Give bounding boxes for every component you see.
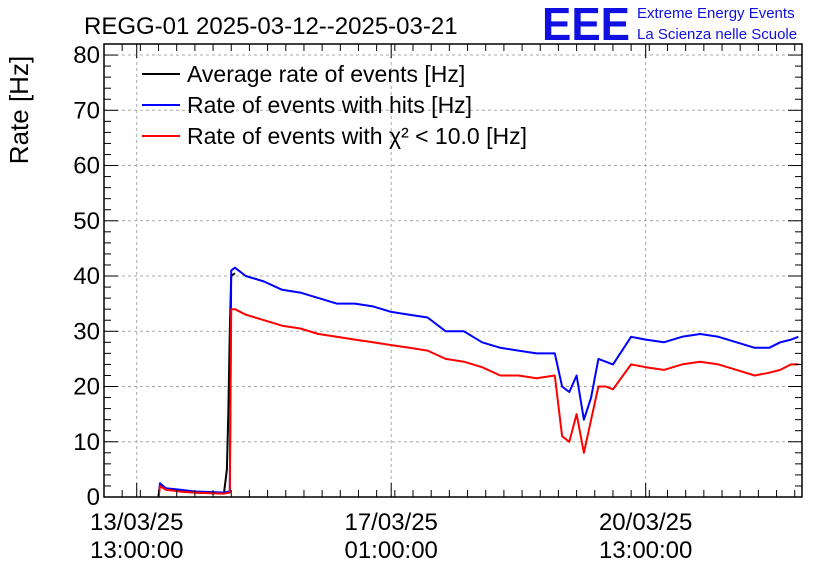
x-tick-label-time: 01:00:00 — [344, 537, 437, 564]
plot-frame — [103, 43, 803, 498]
series-line-2 — [157, 308, 799, 498]
legend-label-2: Rate of events with χ² < 10.0 [Hz] — [187, 123, 527, 149]
legend-label-0: Average rate of events [Hz] — [187, 61, 465, 87]
logo-line1: Extreme Energy Events — [637, 5, 795, 22]
series-line-0 — [157, 272, 236, 498]
chart-title: REGG-01 2025-03-12--2025-03-21 — [84, 13, 458, 40]
x-tick-label-time: 13:00:00 — [599, 537, 692, 564]
grid-lines — [104, 44, 802, 497]
y-tick-label: 10 — [73, 429, 100, 456]
y-tick-label: 0 — [87, 484, 100, 511]
y-tick-label: 30 — [73, 318, 100, 345]
y-tick-label: 50 — [73, 208, 100, 235]
x-tick-label-date: 17/03/25 — [344, 509, 437, 536]
y-tick-label: 20 — [73, 374, 100, 401]
eee-logo: EEE Extreme Energy Events La Scienza nel… — [542, 0, 797, 50]
y-tick-label: 40 — [73, 263, 100, 290]
x-tick-label-date: 13/03/25 — [90, 509, 183, 536]
y-tick-label: 60 — [73, 153, 100, 180]
logo-line2: La Scienza nelle Scuole — [637, 26, 797, 43]
x-tick-label-date: 20/03/25 — [599, 509, 692, 536]
legend: Average rate of events [Hz] Rate of event… — [142, 61, 527, 149]
logo-mark: EEE — [542, 0, 630, 50]
y-tick-label: 80 — [73, 42, 100, 69]
y-tick-label: 70 — [73, 97, 100, 124]
series-lines — [157, 266, 799, 498]
axes: 0102030405060708013/03/2513:00:0017/03/2… — [73, 42, 802, 564]
legend-label-1: Rate of events with hits [Hz] — [187, 92, 472, 118]
y-axis-label: Rate [Hz] — [4, 56, 34, 164]
series-line-1 — [157, 266, 799, 498]
x-tick-label-time: 13:00:00 — [90, 537, 183, 564]
